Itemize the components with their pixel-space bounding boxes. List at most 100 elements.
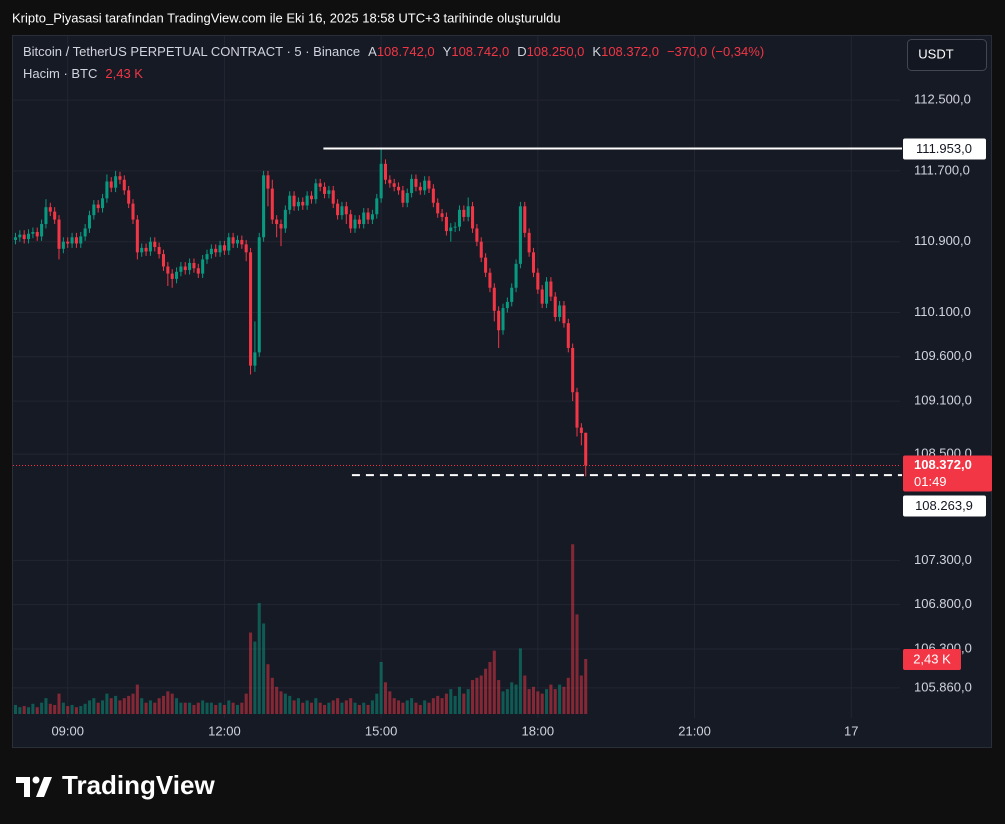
chart-panel [12,35,992,748]
candle-body [101,198,105,209]
candle-body [523,206,527,233]
candle-body [475,228,479,242]
volume-bar [144,702,148,714]
volume-bar [505,689,509,714]
volume-bar [288,695,292,714]
y-tick-label: 111.700,0 [914,162,970,177]
volume-bar [492,650,496,714]
volume-bar [22,706,26,714]
currency-button[interactable] [907,39,987,71]
volume-bar [566,677,570,714]
candle-body [331,190,335,204]
legend-key: Y [443,44,452,59]
volume-bar [344,700,348,714]
volume-bar [501,691,505,714]
volume-bar [44,698,48,714]
candle-body [240,239,244,245]
candle-body [249,252,253,366]
x-tick-label: 12:00 [208,723,241,738]
candle-body [510,287,514,302]
y-tick-label: 109.600,0 [914,348,972,363]
volume-bar [31,703,35,714]
volume-bar [279,691,283,714]
volume-bar [488,661,492,714]
candle-body [444,216,448,232]
volume-bar [323,704,327,714]
volume-bar [192,704,196,714]
volume-bar [109,698,113,714]
candle-body [449,227,453,232]
candle-body [296,201,300,207]
overlay-layer: 112.500,0 111.700,0 110.900,0 110.100,0 109.… [13,92,992,738]
volume-layer [13,544,588,714]
candle-body [166,266,170,274]
volume-bar [148,700,152,714]
volume-bar [440,698,444,714]
candle-body [214,248,218,253]
volume-bar [183,702,187,714]
volume-bar [466,689,470,714]
candle-body [453,226,457,228]
y-tick-label: 105.860,0 [914,679,972,694]
volume-bar [235,704,240,714]
candle-body [436,202,440,214]
brand: TradingView [62,770,215,800]
candle-body [83,228,87,237]
legend-value: 108.742,0 [451,44,509,59]
volume-bar [48,703,52,714]
volume-bar [471,680,475,714]
y-tick-label: 112.500,0 [914,92,971,107]
candle-body [431,188,435,203]
candle-body [401,190,405,203]
candle-body [410,178,414,194]
volume-bar [70,704,74,714]
candle-body [118,176,122,180]
candle-body [270,188,274,220]
volume-bar [253,641,257,714]
volume-bar [431,698,435,714]
candle-body [375,198,379,215]
candle-body [457,209,462,227]
volume-bar [584,659,588,714]
volume-bar [571,544,575,714]
candle-body [109,181,113,188]
volume-bar [318,702,322,714]
legend-key: D [517,44,526,59]
caption: Kripto_Piyasasi tarafından TradingView.c… [12,10,561,25]
candle-body [344,206,348,215]
volume-bar [188,702,192,714]
candle-body [253,352,257,366]
volume-bar [336,698,340,714]
volume-bar [484,668,488,714]
volume-bar [249,632,253,714]
volume-bar [140,698,144,714]
volume-bar [175,698,179,714]
candle-body [466,206,470,217]
volume-bar [53,704,57,714]
y-tick-label: 106.800,0 [914,596,972,611]
candle-body [379,163,383,199]
candle-body [279,224,283,229]
legend-change-pct: (−0,34%) [711,44,764,59]
volume-bar [457,686,462,714]
candle-body [492,287,496,311]
candle-body [584,432,588,466]
candle-body [87,215,92,229]
candle-body [418,186,422,191]
candle-body [66,241,70,244]
volume-bar [575,614,579,714]
volume-bar [179,702,183,714]
volume-bar [510,682,514,714]
candle-body [327,190,331,194]
candle-body [566,323,570,348]
volume-bar [405,700,409,714]
volume-bar [497,680,501,714]
candle-body [440,213,444,217]
volume-bar [92,698,96,714]
volume-bar [388,691,392,714]
candle-body [336,203,340,216]
candle-body [405,193,409,203]
currency-button-label[interactable]: USDT [918,46,953,61]
current-price-label: 108.372,0 [914,457,972,472]
volume-bar [262,623,266,714]
